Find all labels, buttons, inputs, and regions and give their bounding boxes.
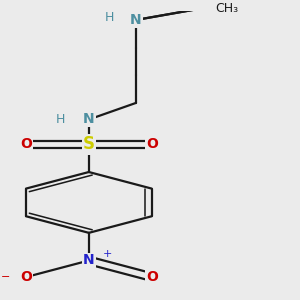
Text: N: N: [130, 13, 142, 27]
Text: O: O: [20, 270, 32, 284]
Text: −: −: [1, 272, 10, 282]
Text: N: N: [83, 254, 95, 268]
Text: CH₃: CH₃: [215, 2, 238, 15]
Text: H: H: [56, 113, 65, 126]
Text: O: O: [146, 270, 158, 284]
Text: S: S: [83, 135, 95, 153]
Text: O: O: [20, 137, 32, 152]
Text: H: H: [105, 11, 115, 25]
Text: +: +: [102, 249, 112, 259]
Text: N: N: [83, 112, 95, 127]
Text: O: O: [146, 137, 158, 152]
